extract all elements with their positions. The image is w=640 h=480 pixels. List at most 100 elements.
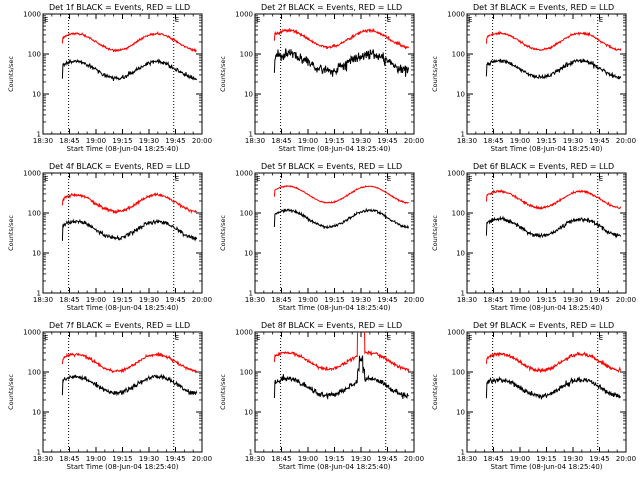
- x-tick-label: 20:00: [616, 137, 636, 145]
- series-lld-line: [273, 184, 409, 205]
- y-tick-label: 1000: [447, 329, 465, 337]
- x-tick-label: 19:00: [86, 137, 106, 145]
- series-lld-line: [485, 30, 622, 52]
- x-tick-label: 19:15: [112, 137, 132, 145]
- x-axis-label: Start Time (08-Jun-04 18:25:40): [491, 463, 603, 471]
- y-tick-label: 1: [461, 131, 465, 139]
- x-tick-label: 19:00: [86, 296, 106, 304]
- series-events-line: [273, 355, 409, 400]
- x-tick-label: 18:45: [59, 296, 79, 304]
- panel-title: Det 9f BLACK = Events, RED = LLD: [473, 321, 614, 330]
- y-tick-label: 1000: [235, 11, 253, 19]
- panel-title: Det 7f BLACK = Events, RED = LLD: [49, 321, 190, 330]
- x-tick-label: 18:30: [457, 455, 477, 463]
- y-axis-label: Counts/sec: [431, 215, 439, 251]
- panel-title: Det 4f BLACK = Events, RED = LLD: [49, 162, 190, 171]
- y-tick-label: 1: [37, 131, 41, 139]
- y-tick-label: 10: [32, 409, 41, 417]
- y-tick-label: 100: [452, 210, 465, 218]
- e-marker: E: [256, 16, 260, 24]
- x-tick-label: 18:30: [245, 455, 265, 463]
- x-tick-label: 18:45: [271, 137, 291, 145]
- x-tick-label: 19:15: [324, 296, 344, 304]
- series-lld-line: [61, 192, 198, 215]
- plot-frame: [254, 13, 415, 135]
- y-axis-label: Counts/sec: [219, 374, 227, 410]
- e-marker: E: [599, 175, 603, 183]
- x-tick-label: 20:00: [616, 296, 636, 304]
- chart-panel: Det 2f BLACK = Events, RED = LLD Counts/s…: [219, 3, 424, 153]
- y-tick-label: 1: [37, 449, 41, 457]
- y-tick-label: 10: [456, 250, 465, 258]
- x-tick-label: 18:45: [483, 296, 503, 304]
- series-lld-line: [273, 27, 410, 50]
- e-marker: E: [44, 334, 48, 342]
- y-tick-label: 100: [240, 51, 253, 59]
- series-events-line: [61, 373, 198, 397]
- chart-panel: Det 8f BLACK = Events, RED = LLD Counts/s…: [219, 321, 424, 471]
- series-events-line: [273, 48, 410, 77]
- x-tick-label: 20:00: [192, 296, 212, 304]
- panel-title: Det 3f BLACK = Events, RED = LLD: [473, 3, 614, 12]
- series-events-line: [485, 57, 622, 80]
- chart-panel: Det 5f BLACK = Events, RED = LLD Counts/s…: [219, 162, 424, 312]
- e-marker: E: [599, 16, 603, 24]
- y-tick-label: 1: [249, 131, 253, 139]
- chart-panel: Det 7f BLACK = Events, RED = LLD Counts/s…: [7, 321, 212, 471]
- panel-title: Det 2f BLACK = Events, RED = LLD: [261, 3, 402, 12]
- x-axis-label: Start Time (08-Jun-04 18:25:40): [67, 463, 179, 471]
- x-tick-label: 19:30: [139, 455, 159, 463]
- x-tick-label: 19:45: [377, 296, 397, 304]
- e-marker: E: [256, 175, 260, 183]
- x-tick-label: 18:30: [33, 455, 53, 463]
- y-tick-label: 10: [32, 250, 41, 258]
- series-events-line: [61, 58, 198, 81]
- series-events-line: [485, 375, 622, 400]
- x-axis-label: Start Time (08-Jun-04 18:25:40): [279, 145, 391, 153]
- y-tick-label: 100: [28, 210, 41, 218]
- x-tick-label: 18:45: [271, 455, 291, 463]
- x-tick-label: 19:45: [165, 296, 185, 304]
- x-axis-label: Start Time (08-Jun-04 18:25:40): [279, 304, 391, 312]
- y-axis-label: Counts/sec: [7, 374, 15, 410]
- x-axis-label: Start Time (08-Jun-04 18:25:40): [491, 145, 603, 153]
- y-tick-label: 1: [461, 449, 465, 457]
- y-tick-label: 10: [456, 409, 465, 417]
- y-tick-label: 1000: [447, 170, 465, 178]
- plot-frame: [466, 331, 627, 453]
- y-tick-label: 1000: [235, 170, 253, 178]
- chart-panel: Det 3f BLACK = Events, RED = LLD Counts/s…: [431, 3, 636, 153]
- x-tick-label: 19:00: [510, 296, 530, 304]
- series-lld-line: [61, 30, 197, 53]
- y-tick-label: 1: [461, 290, 465, 298]
- series-lld-line: [273, 332, 410, 373]
- x-tick-label: 18:30: [457, 137, 477, 145]
- plot-frame: [466, 172, 627, 294]
- x-tick-label: 19:45: [377, 137, 397, 145]
- y-tick-label: 1: [249, 290, 253, 298]
- e-marker: E: [387, 334, 391, 342]
- x-tick-label: 18:45: [59, 137, 79, 145]
- x-tick-label: 18:30: [33, 296, 53, 304]
- x-tick-label: 18:45: [483, 455, 503, 463]
- x-tick-label: 19:15: [112, 296, 132, 304]
- chart-panel: Det 1f BLACK = Events, RED = LLD Counts/s…: [7, 3, 212, 153]
- x-tick-label: 19:15: [536, 296, 556, 304]
- panel-title: Det 6f BLACK = Events, RED = LLD: [473, 162, 614, 171]
- plot-frame: [254, 331, 415, 453]
- plot-frame: [254, 172, 415, 294]
- y-tick-label: 100: [28, 369, 41, 377]
- x-tick-label: 19:00: [86, 455, 106, 463]
- e-marker: E: [599, 334, 603, 342]
- x-axis-label: Start Time (08-Jun-04 18:25:40): [67, 304, 179, 312]
- x-tick-label: 20:00: [404, 137, 424, 145]
- y-tick-label: 1: [249, 449, 253, 457]
- e-marker: E: [387, 175, 391, 183]
- y-tick-label: 10: [244, 409, 253, 417]
- x-tick-label: 19:15: [112, 455, 132, 463]
- x-tick-label: 20:00: [404, 296, 424, 304]
- series-events-line: [61, 218, 198, 242]
- x-tick-label: 19:45: [589, 137, 609, 145]
- x-axis-label: Start Time (08-Jun-04 18:25:40): [279, 463, 391, 471]
- x-tick-label: 19:00: [510, 137, 530, 145]
